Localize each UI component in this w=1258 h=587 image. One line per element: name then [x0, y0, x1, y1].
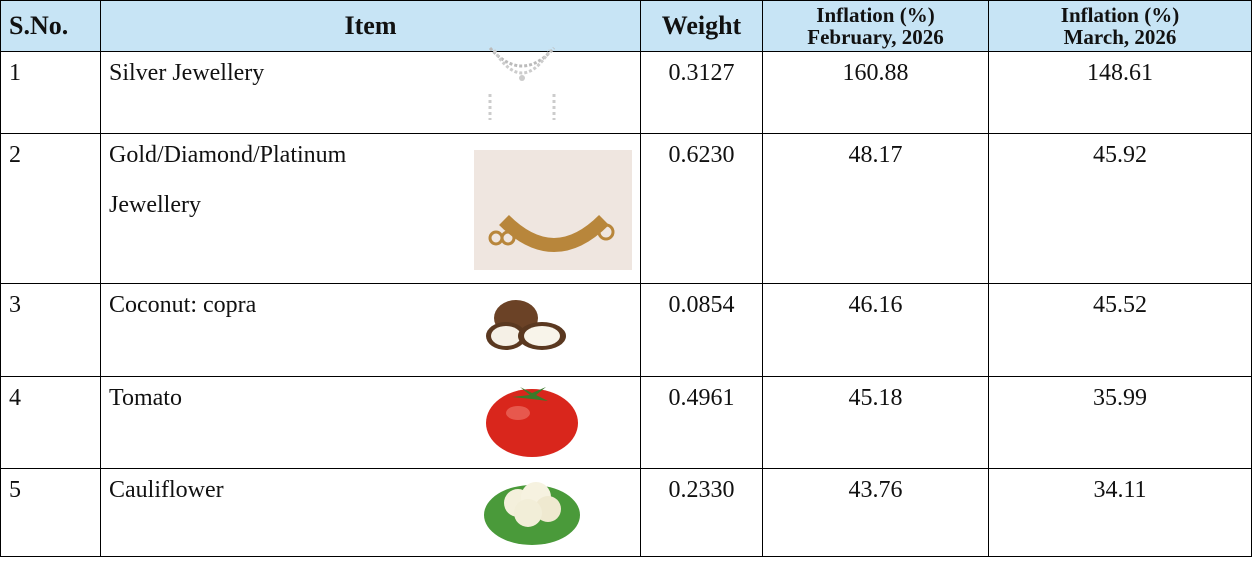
- cell: 45.52: [988, 283, 1252, 377]
- cell: 3: [0, 283, 101, 377]
- inflation-table: S.No. Item Weight Inflation (%) February,…: [0, 0, 1252, 557]
- header-cell: Inflation (%) February, 2026: [762, 0, 989, 52]
- row: 1 Silver Jewellery 0.3127 160.88 148.61: [0, 47, 1252, 134]
- cell: 48.17: [762, 133, 989, 284]
- row: 5 Cauliflower 0.2330 43.76 34.11: [0, 468, 1252, 557]
- gold-jewellery-image: [474, 150, 632, 270]
- cell: 45.18: [762, 376, 989, 469]
- header-line: Inflation (%): [1060, 3, 1180, 27]
- cell: 2: [0, 133, 101, 284]
- header-line: March, 2026: [1063, 25, 1177, 49]
- item-name: Tomato: [109, 385, 182, 411]
- cell: 5: [0, 468, 101, 557]
- cell: Silver Jewellery: [100, 47, 641, 134]
- cell: 1: [0, 51, 101, 134]
- cell: Tomato: [100, 376, 641, 469]
- cell: 160.88: [762, 51, 989, 134]
- coconut-image: [486, 300, 566, 350]
- header-line: February, 2026: [807, 25, 944, 49]
- row: 2 Gold/Diamond/Platinum Jewellery 0.6230…: [0, 133, 1252, 284]
- cell: 46.16: [762, 283, 989, 377]
- cell: 43.76: [762, 468, 989, 557]
- silver-jewellery-image: [488, 47, 556, 120]
- header-row: S.No. Item Weight Inflation (%) February,…: [0, 0, 1252, 52]
- cell: Gold/Diamond/Platinum Jewellery: [100, 133, 641, 284]
- header-line: Inflation (%): [816, 3, 935, 27]
- item-name: Coconut: copra: [109, 292, 257, 318]
- item-name: Cauliflower: [109, 477, 224, 503]
- cell: Coconut: copra: [100, 283, 641, 377]
- row: 4 Tomato 0.4961 45.18 35.99: [0, 376, 1252, 469]
- cell: 0.2330: [640, 468, 763, 557]
- cell: 35.99: [988, 376, 1252, 469]
- cell: 0.6230: [640, 133, 763, 284]
- cell: 4: [0, 376, 101, 469]
- header-cell: Weight: [640, 0, 763, 52]
- cell: 34.11: [988, 468, 1252, 557]
- item-name: Silver Jewellery: [109, 60, 265, 86]
- cell: 0.0854: [640, 283, 763, 377]
- row: 3 Coconut: copra 0.0854 46.16 45.52: [0, 283, 1252, 377]
- tomato-image: [486, 387, 578, 457]
- cell: Cauliflower: [100, 468, 641, 557]
- cell: 148.61: [988, 51, 1252, 134]
- header-cell: Item: [100, 0, 641, 52]
- cauliflower-image: [484, 482, 580, 545]
- item-name: Gold/Diamond/Platinum Jewellery: [109, 142, 347, 218]
- header-cell: Inflation (%) March, 2026: [988, 0, 1252, 52]
- cell: 0.3127: [640, 51, 763, 134]
- cell: 0.4961: [640, 376, 763, 469]
- cell: 45.92: [988, 133, 1252, 284]
- header-cell: S.No.: [0, 0, 101, 52]
